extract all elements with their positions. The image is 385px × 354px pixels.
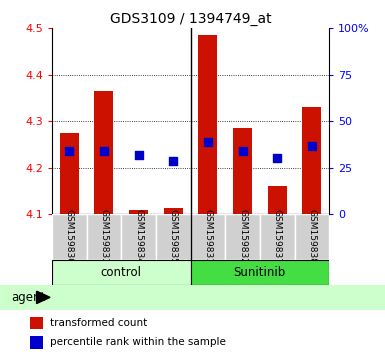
Bar (302, 107, 321, 214)
Bar (164, 208, 183, 214)
Text: control: control (101, 266, 142, 279)
Bar (225, 214, 260, 260)
Bar (129, 211, 148, 214)
Bar (30, 336, 43, 349)
Text: transformed count: transformed count (50, 318, 147, 328)
Bar (94, 91, 114, 214)
Text: GSM159833: GSM159833 (99, 209, 109, 264)
Bar (156, 214, 191, 260)
Point (205, 139, 211, 145)
Bar (60, 133, 79, 214)
Text: GSM159830: GSM159830 (65, 209, 74, 264)
Point (101, 148, 107, 153)
Text: GSM159835: GSM159835 (169, 209, 178, 264)
Bar (121, 214, 156, 260)
Text: GSM159838: GSM159838 (307, 209, 316, 264)
Bar (233, 128, 252, 214)
Point (66, 148, 72, 153)
Text: agent: agent (12, 291, 46, 304)
Bar (191, 260, 329, 285)
Bar (268, 186, 287, 214)
Point (274, 156, 280, 161)
Text: GSM159837: GSM159837 (273, 209, 282, 264)
Text: GSM159831: GSM159831 (203, 209, 213, 264)
Bar (191, 214, 225, 260)
Text: GSM159832: GSM159832 (238, 209, 247, 264)
Text: percentile rank within the sample: percentile rank within the sample (50, 337, 226, 348)
Text: GSM159834: GSM159834 (134, 209, 143, 264)
Bar (198, 35, 218, 214)
Bar (295, 214, 329, 260)
Point (136, 152, 142, 158)
Bar (260, 214, 295, 260)
Point (309, 143, 315, 149)
Bar (87, 214, 121, 260)
Point (170, 158, 176, 164)
Text: Sunitinib: Sunitinib (234, 266, 286, 279)
Point (239, 149, 246, 154)
Bar (52, 260, 191, 285)
Bar (52, 214, 87, 260)
Polygon shape (37, 291, 50, 304)
Title: GDS3109 / 1394749_at: GDS3109 / 1394749_at (110, 12, 271, 26)
Bar (30, 317, 43, 329)
